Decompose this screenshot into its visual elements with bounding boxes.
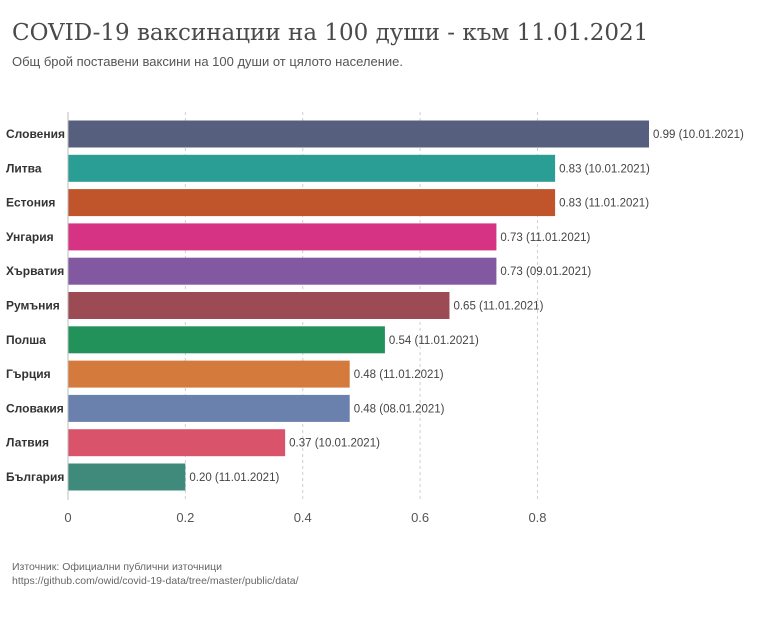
bar[interactable] [68, 463, 186, 491]
chart-footer: Източник: Официални публични източници h… [12, 560, 299, 588]
bar[interactable] [68, 154, 556, 182]
value-label: 0.65 (11.01.2021) [453, 301, 543, 313]
bar[interactable] [68, 394, 350, 422]
category-label: България [6, 470, 64, 484]
value-label: 0.54 (11.01.2021) [389, 335, 479, 347]
category-label: Словения [6, 127, 65, 141]
bar[interactable] [68, 360, 350, 388]
category-label: Латвия [6, 436, 49, 450]
x-tick-label: 0 [64, 510, 71, 525]
value-label: 0.83 (11.01.2021) [559, 198, 649, 210]
category-label: Гърция [6, 367, 51, 381]
chart-title: COVID-19 ваксинации на 100 души - към 11… [12, 20, 649, 46]
bar[interactable] [68, 223, 497, 251]
value-label: 0.83 (10.01.2021) [559, 163, 650, 175]
category-label: Литва [6, 161, 42, 175]
value-label: 0.48 (08.01.2021) [354, 403, 445, 415]
bar[interactable] [68, 326, 385, 354]
bar[interactable] [68, 292, 450, 319]
bar[interactable] [68, 257, 497, 285]
source-note: Източник: Официални публични източници [12, 561, 222, 573]
category-label: Словакия [6, 401, 64, 415]
source-url[interactable]: https://github.com/owid/covid-19-data/tr… [12, 575, 299, 587]
value-label: 0.37 (10.01.2021) [289, 438, 380, 450]
category-label: Естония [6, 196, 55, 210]
category-label: Хърватия [6, 264, 64, 278]
value-label: 0.48 (11.01.2021) [354, 369, 444, 381]
value-label: 0.73 (11.01.2021) [500, 232, 590, 244]
x-tick-label: 0.6 [411, 510, 429, 525]
category-label: Румъния [6, 299, 60, 313]
bar[interactable] [68, 120, 649, 148]
x-tick-label: 0.8 [528, 510, 546, 525]
x-tick-label: 0.2 [176, 510, 194, 525]
chart-subtitle: Общ брой поставени ваксини на 100 души о… [12, 54, 403, 69]
bar[interactable] [68, 189, 556, 217]
category-label: Унгария [6, 230, 54, 244]
value-label: 0.20 (11.01.2021) [189, 472, 279, 484]
value-label: 0.73 (09.01.2021) [500, 266, 591, 278]
category-label: Полша [6, 333, 46, 347]
x-tick-label: 0.4 [294, 510, 312, 525]
value-label: 0.99 (10.01.2021) [653, 129, 744, 141]
bar[interactable] [68, 429, 286, 457]
